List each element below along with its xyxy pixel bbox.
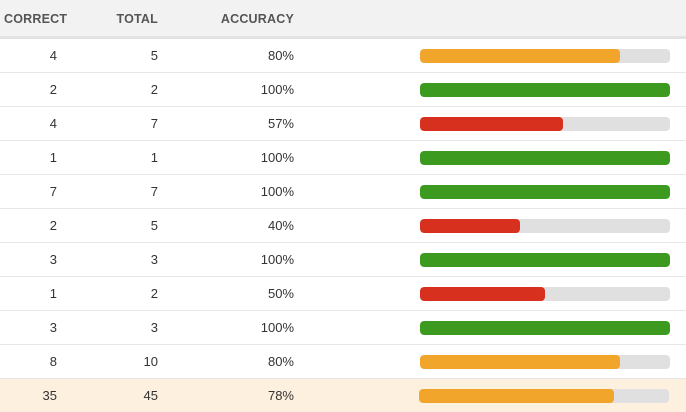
table-row: 4 7 57% — [0, 107, 686, 141]
header-accuracy[interactable]: ACCURACY — [220, 12, 294, 26]
table-row: 1 2 50% — [0, 277, 686, 311]
correct-cell: 4 — [49, 48, 57, 63]
totals-accuracy-bar-track — [419, 389, 669, 403]
totals-accuracy-cell: 78% — [267, 388, 294, 403]
accuracy-bar-fill — [420, 253, 670, 267]
correct-cell: 1 — [49, 286, 57, 301]
accuracy-bar-track — [420, 253, 670, 267]
accuracy-bar-fill — [420, 185, 670, 199]
accuracy-cell: 40% — [267, 218, 294, 233]
accuracy-bar-fill — [420, 151, 670, 165]
accuracy-bar-track — [420, 287, 670, 301]
accuracy-cell: 100% — [260, 150, 294, 165]
accuracy-bar-track — [420, 355, 670, 369]
correct-cell: 2 — [49, 82, 57, 97]
accuracy-bar-track — [420, 117, 670, 131]
accuracy-bar-fill — [420, 219, 520, 233]
correct-cell: 2 — [49, 218, 57, 233]
table-row: 1 1 100% — [0, 141, 686, 175]
correct-cell: 1 — [49, 150, 57, 165]
correct-cell: 7 — [49, 184, 57, 199]
accuracy-bar-fill — [420, 355, 620, 369]
table-row: 3 3 100% — [0, 243, 686, 277]
correct-cell: 3 — [49, 252, 57, 267]
accuracy-cell: 100% — [260, 82, 294, 97]
table-row: 4 5 80% — [0, 39, 686, 73]
total-cell: 2 — [150, 286, 158, 301]
accuracy-cell: 80% — [267, 354, 294, 369]
total-cell: 7 — [150, 184, 158, 199]
table-header: CORRECT TOTAL ACCURACY — [0, 0, 686, 39]
accuracy-bar-fill — [420, 117, 563, 131]
correct-cell: 3 — [49, 320, 57, 335]
totals-accuracy-bar-fill — [419, 389, 614, 403]
table-row: 3 3 100% — [0, 311, 686, 345]
table-body: 4 5 80% 2 2 100% 4 7 57% 1 1 100% 7 7 10… — [0, 39, 686, 412]
table-row: 2 5 40% — [0, 209, 686, 243]
total-cell: 7 — [150, 116, 158, 131]
accuracy-bar-track — [420, 219, 670, 233]
correct-cell: 8 — [49, 354, 57, 369]
total-cell: 1 — [150, 150, 158, 165]
accuracy-bar-fill — [420, 321, 670, 335]
totals-correct-cell: 35 — [42, 388, 57, 403]
total-cell: 5 — [150, 48, 158, 63]
accuracy-cell: 50% — [267, 286, 294, 301]
total-cell: 2 — [150, 82, 158, 97]
header-correct[interactable]: CORRECT — [4, 12, 68, 26]
total-cell: 3 — [150, 320, 158, 335]
accuracy-cell: 80% — [267, 48, 294, 63]
total-cell: 10 — [143, 354, 158, 369]
total-cell: 3 — [150, 252, 158, 267]
correct-cell: 4 — [49, 116, 57, 131]
accuracy-bar-fill — [420, 287, 545, 301]
accuracy-bar-fill — [420, 49, 620, 63]
header-total[interactable]: TOTAL — [116, 12, 158, 26]
accuracy-cell: 100% — [260, 320, 294, 335]
total-cell: 5 — [150, 218, 158, 233]
accuracy-cell: 100% — [260, 184, 294, 199]
table-row: 7 7 100% — [0, 175, 686, 209]
totals-row: 35 45 78% — [0, 379, 686, 412]
accuracy-cell: 100% — [260, 252, 294, 267]
accuracy-bar-track — [420, 321, 670, 335]
accuracy-bar-track — [420, 49, 670, 63]
table-row: 8 10 80% — [0, 345, 686, 379]
accuracy-bar-track — [420, 151, 670, 165]
accuracy-bar-fill — [420, 83, 670, 97]
accuracy-bar-track — [420, 185, 670, 199]
accuracy-bar-track — [420, 83, 670, 97]
totals-total-cell: 45 — [143, 388, 158, 403]
accuracy-cell: 57% — [267, 116, 294, 131]
table-row: 2 2 100% — [0, 73, 686, 107]
